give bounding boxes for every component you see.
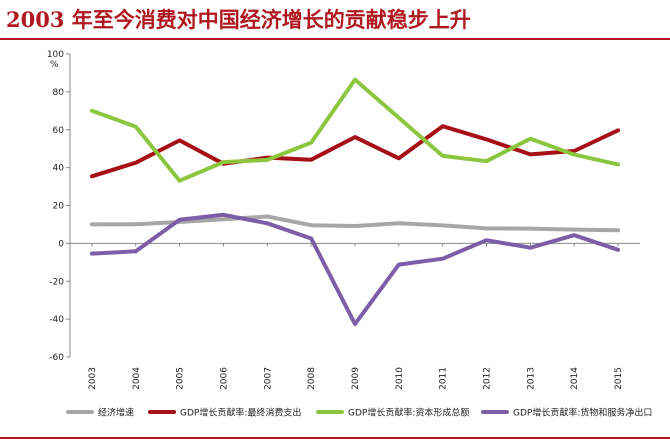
y-tick-label: 40 <box>53 164 65 174</box>
x-tick-label: 2010 <box>395 367 405 390</box>
y-tick-label: -20 <box>49 277 64 287</box>
y-tick-label: 100 <box>47 50 64 60</box>
x-tick-label: 2014 <box>570 367 580 390</box>
y-unit-label: % <box>50 60 59 70</box>
x-tick-label: 2009 <box>351 367 361 390</box>
x-tick-label: 2012 <box>483 367 493 390</box>
legend-label-2: GDP增长贡献率:最终消费支出 <box>180 407 301 419</box>
x-tick-label: 2008 <box>307 367 317 390</box>
series-line-2 <box>89 124 621 179</box>
y-tick-label: 20 <box>53 202 65 212</box>
x-tick-label: 2005 <box>176 367 186 390</box>
title-rule <box>0 38 670 40</box>
axes: -60 -40 -20 0 20 40 60 80 100% 2003 2004 2005 2006 20… <box>47 50 640 390</box>
x-tick-label: 2007 <box>263 367 273 390</box>
y-tick-label: 60 <box>53 126 65 136</box>
x-tick-label: 2003 <box>88 367 98 390</box>
series-line-4 <box>89 212 621 326</box>
y-tick-label: -40 <box>49 315 64 325</box>
bottom-rule <box>0 437 670 439</box>
page-title: 2003 年至今消费对中国经济增长的贡献稳步上升 <box>6 7 471 32</box>
x-tick-label: 2004 <box>132 367 142 390</box>
y-tick-label: 80 <box>53 88 65 98</box>
series-line-3 <box>89 77 621 183</box>
x-tick-label: 2015 <box>614 367 624 390</box>
legend-label-1: 经济增速 <box>98 407 134 419</box>
y-tick-label: -60 <box>49 353 64 363</box>
series-layer <box>89 77 621 326</box>
legend: 经济增速 GDP增长贡献率:最终消费支出 GDP增长贡献率:资本形成总额 GDP增长贡… <box>66 407 652 419</box>
x-tick-label: 2011 <box>439 367 449 390</box>
x-tick-label: 2013 <box>526 367 536 390</box>
x-tick-label: 2006 <box>219 367 229 390</box>
legend-label-4: GDP增长贡献率:货物和服务净出口 <box>513 407 652 419</box>
y-tick-label: 0 <box>58 239 64 249</box>
legend-label-3: GDP增长贡献率:资本形成总额 <box>348 407 469 419</box>
